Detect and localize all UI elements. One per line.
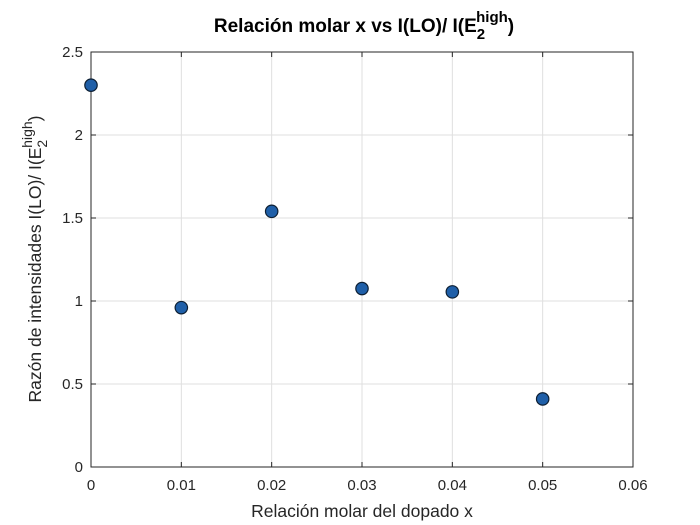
- x-tick-label: 0: [87, 477, 95, 494]
- y-axis-label-sub: 2: [34, 140, 50, 148]
- y-tick-label: 1.5: [62, 210, 83, 227]
- tick-marks: [90, 51, 634, 468]
- x-tick-labels: 0 0.01 0.02 0.03 0.04 0.05 0.06: [87, 477, 648, 494]
- y-axis-label: Razón de intensidades I(LO)/ I(E2high): [19, 116, 50, 403]
- x-tick-label: 0.03: [347, 477, 376, 494]
- data-point: [264, 204, 279, 219]
- data-points: [84, 78, 550, 406]
- x-tick-label: 0.01: [167, 477, 196, 494]
- chart-title-prefix: Relación molar x vs I(LO)/ I(E: [214, 16, 477, 37]
- data-point: [445, 285, 460, 299]
- y-tick-label: 2.5: [62, 44, 83, 61]
- x-tick-label: 0.04: [438, 477, 467, 494]
- y-tick-label: 0.5: [62, 376, 83, 393]
- x-axis-label: Relación molar del dopado x: [251, 501, 473, 521]
- x-tick-label: 0.06: [618, 477, 647, 494]
- y-tick-labels: 0 0.5 1 1.5 2 2.5: [62, 44, 83, 476]
- chart-title-sub: 2: [477, 26, 485, 43]
- chart-title: Relación molar x vs I(LO)/ I(E2high): [214, 9, 514, 43]
- data-point: [174, 300, 189, 315]
- data-point: [535, 392, 550, 406]
- y-axis-label-sup: high: [19, 121, 35, 147]
- data-point: [355, 281, 369, 296]
- y-axis-label-suffix: ): [25, 116, 45, 122]
- y-tick-label: 1: [75, 293, 83, 310]
- y-tick-label: 2: [75, 127, 83, 144]
- data-point: [84, 78, 98, 92]
- x-tick-label: 0.05: [528, 477, 557, 494]
- chart-title-suffix: ): [508, 16, 514, 37]
- y-axis-label-prefix: Razón de intensidades I(LO)/ I(E: [25, 148, 45, 403]
- y-tick-label: 0: [75, 459, 83, 476]
- chart-title-sup: high: [476, 9, 508, 26]
- x-tick-label: 0.02: [257, 477, 286, 494]
